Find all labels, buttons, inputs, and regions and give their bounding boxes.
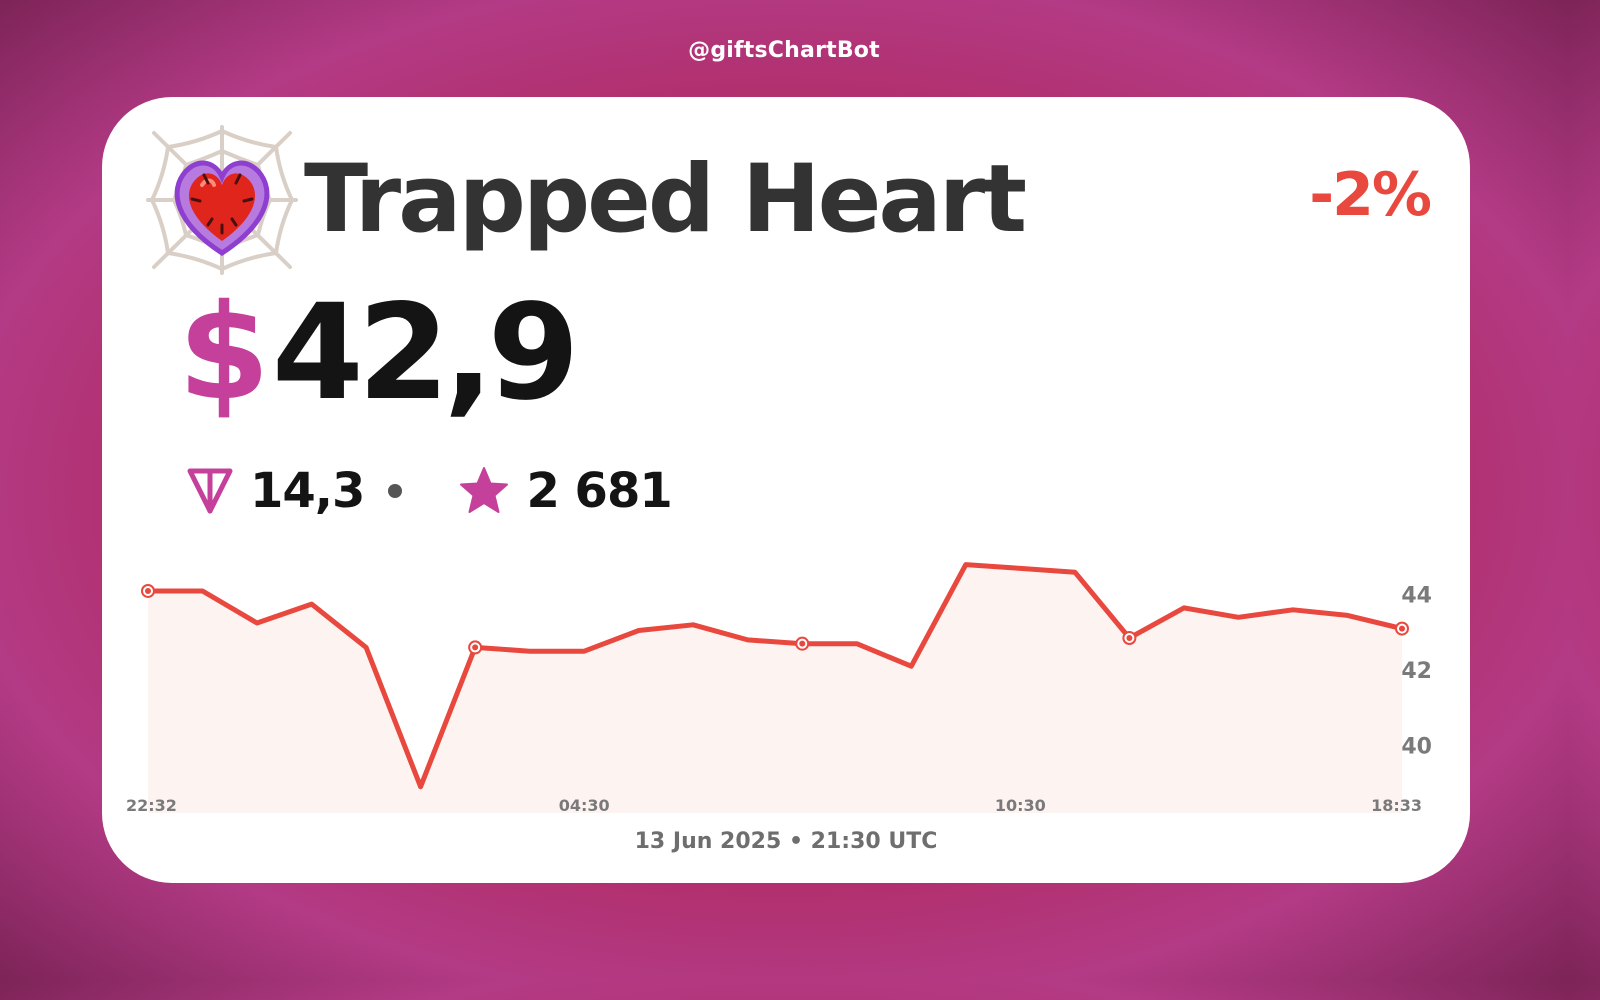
separator-dot — [388, 484, 403, 498]
x-tick-label: 18:33 — [1371, 796, 1422, 815]
chart-point — [795, 636, 810, 651]
ton-icon — [187, 468, 233, 514]
ton-price-value: 14,3 — [250, 463, 365, 519]
gift-title: Trapped Heart — [304, 145, 1027, 254]
usd-price-value: 42,9 — [271, 276, 580, 430]
trapped-heart-icon — [146, 125, 298, 275]
stars-price-value: 2 681 — [526, 463, 672, 519]
chart-point — [1395, 621, 1409, 636]
x-tick-label: 10:30 — [995, 796, 1046, 815]
bot-handle: @giftsChartBot — [688, 38, 880, 63]
chart-point — [1122, 631, 1137, 646]
chart-point — [141, 583, 155, 598]
price-chart: 40 42 44 22:32 04:30 10:30 18:33 — [126, 562, 1432, 815]
price-line — [148, 562, 1403, 790]
x-tick-label: 22:32 — [126, 796, 177, 815]
y-tick-label: 44 — [1401, 584, 1432, 609]
chart-area-fill — [148, 564, 1402, 813]
alt-prices: 14,3 2 681 — [184, 463, 673, 519]
usd-price: $42,9 — [178, 276, 580, 430]
dollar-sign: $ — [178, 276, 270, 430]
y-tick-label: 40 — [1401, 734, 1432, 759]
star-icon — [460, 467, 509, 513]
x-tick-label: 04:30 — [559, 796, 610, 815]
chart-point — [468, 640, 483, 655]
price-change-badge: -2% — [1309, 160, 1432, 230]
y-tick-label: 42 — [1401, 659, 1432, 684]
timestamp: 13 Jun 2025 • 21:30 UTC — [634, 829, 938, 854]
gift-card: 40 42 44 22:32 04:30 10:30 18:33 Trapped H — [102, 97, 1470, 883]
